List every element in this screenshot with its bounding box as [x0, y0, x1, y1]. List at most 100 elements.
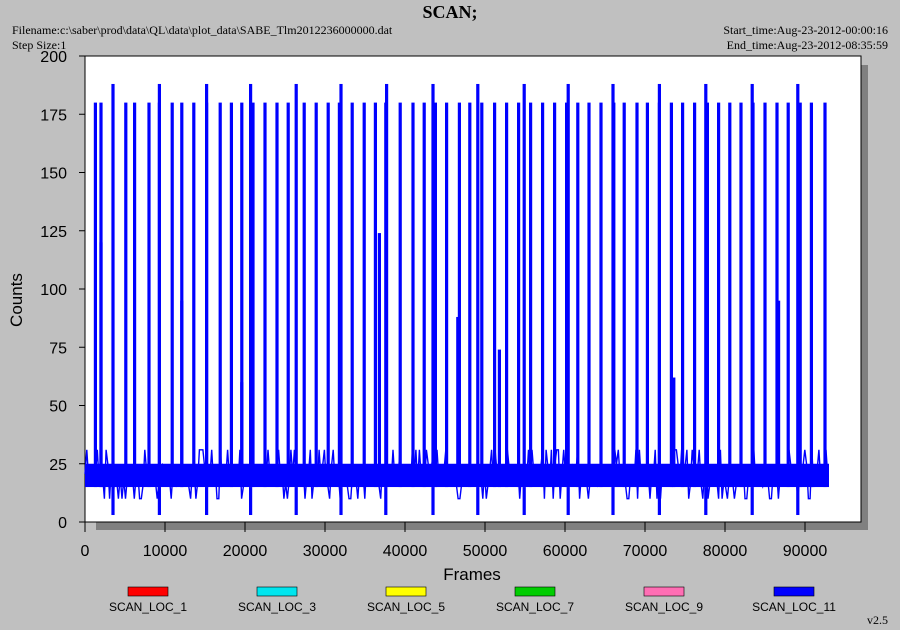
scan-peak-180 [350, 102, 354, 488]
scan-peak-180 [541, 102, 545, 488]
scan-dip [657, 487, 661, 516]
end-time-label: End_time:Aug-23-2012-08:35:59 [726, 38, 888, 52]
x-tick-label: 10000 [143, 543, 188, 560]
scan-peak-180 [786, 102, 790, 488]
scan-peak-188 [750, 83, 754, 488]
scan-peak-180 [362, 102, 366, 488]
scan-peak-180 [433, 102, 437, 488]
scan-peak-180 [480, 102, 484, 488]
scan-peak-180 [717, 102, 721, 488]
y-tick-label: 50 [49, 399, 67, 416]
legend: SCAN_LOC_1 SCAN_LOC_3 SCAN_LOC_5 SCAN_LOC_7… [109, 586, 836, 614]
scan-peak-180 [576, 102, 580, 488]
plot-area [84, 55, 862, 523]
scan-peak-188 [157, 83, 161, 488]
scan-peak-180 [445, 102, 449, 488]
y-tick-label: 125 [40, 224, 67, 241]
step-size-label: Step Size:1 [12, 38, 67, 52]
scan-peak-180 [240, 102, 244, 488]
scan-peak-180 [775, 102, 779, 488]
scan-dip [750, 487, 754, 516]
scan-peak-188 [476, 83, 480, 488]
scan-dip [522, 487, 526, 516]
scan-dip [157, 487, 161, 516]
scan-peak-180 [457, 102, 461, 488]
scan-partial-peak [99, 242, 103, 488]
x-tick-label: 40000 [383, 543, 428, 560]
scan-peak-180 [229, 102, 233, 488]
y-tick-label: 175 [40, 107, 67, 124]
scan-peak-180 [147, 102, 151, 488]
legend-swatch [127, 586, 169, 597]
scan-dip [704, 487, 708, 516]
scan-peak-180 [739, 102, 743, 488]
scan-peak-180 [251, 102, 255, 488]
scan-peak-188 [249, 83, 253, 488]
scan-peak-180 [587, 102, 591, 488]
scan-peak-180 [635, 102, 639, 488]
scan-peak-180 [728, 102, 732, 488]
scan-peak-180 [622, 102, 626, 488]
legend-swatch [643, 586, 685, 597]
chart-title: SCAN; [422, 2, 478, 22]
x-tick-label: 70000 [623, 543, 668, 560]
scan-peak-188 [611, 83, 615, 488]
scan-peak-180 [170, 102, 174, 488]
scan-peak-188 [704, 83, 708, 488]
scan-peak-180 [326, 102, 330, 488]
scan-peak-180 [529, 102, 533, 488]
y-tick-label: 100 [40, 282, 67, 299]
scan-peak-188 [796, 83, 800, 488]
scan-peak-180 [763, 102, 767, 488]
legend-label: SCAN_LOC_5 [367, 600, 445, 614]
scan-peak-188 [294, 83, 298, 488]
scan-peak-188 [385, 83, 389, 488]
scan-dip [111, 487, 115, 516]
scan-dip [611, 487, 615, 516]
scan-dip [796, 487, 800, 516]
scan-peak-188 [431, 83, 435, 488]
scan-peak-180 [218, 102, 222, 488]
scan-peak-180 [809, 102, 813, 488]
scan-peak-180 [398, 102, 402, 488]
scan-partial-peak [777, 300, 781, 488]
legend-label: SCAN_LOC_11 [752, 600, 836, 614]
scan-dip [249, 487, 253, 516]
x-tick-label: 80000 [703, 543, 748, 560]
scan-peak-180 [124, 102, 128, 488]
legend-label: SCAN_LOC_3 [238, 600, 316, 614]
scan-peak-180 [693, 102, 697, 488]
series-layer [84, 83, 829, 516]
scan-partial-peak [497, 349, 501, 488]
legend-label: SCAN_LOC_9 [625, 600, 703, 614]
y-tick-label: 200 [40, 49, 67, 66]
scan-dip [566, 487, 570, 516]
scan-partial-peak [811, 475, 815, 488]
scan-peak-180 [133, 102, 137, 488]
scan-peak-180 [517, 102, 521, 488]
scan-peak-180 [669, 102, 673, 488]
legend-swatch [385, 586, 427, 597]
scan-peak-188 [339, 83, 343, 488]
legend-swatch [514, 586, 556, 597]
scan-peak-180 [302, 102, 306, 488]
x-tick-label: 50000 [463, 543, 508, 560]
scan-partial-peak [456, 316, 460, 488]
filename-label: Filename:c:\saber\prod\data\QL\data\plot… [12, 23, 393, 37]
y-tick-label: 75 [49, 340, 67, 357]
scan-peak-180 [192, 102, 196, 488]
scan-peak-180 [263, 102, 267, 488]
scan-peak-180 [505, 102, 509, 488]
scan-peak-188 [657, 83, 661, 488]
scan-dip [339, 487, 343, 516]
scan-dip [384, 487, 388, 516]
scan-peak-180 [553, 102, 557, 488]
y-axis-label: Counts [7, 273, 26, 327]
x-tick-label: 0 [81, 543, 90, 560]
x-tick-label: 20000 [223, 543, 268, 560]
scan-peak-188 [522, 83, 526, 488]
scan-partial-peak [180, 300, 184, 488]
legend-swatch [256, 586, 298, 597]
scan-peak-180 [681, 102, 685, 488]
scan-dip [431, 487, 435, 516]
